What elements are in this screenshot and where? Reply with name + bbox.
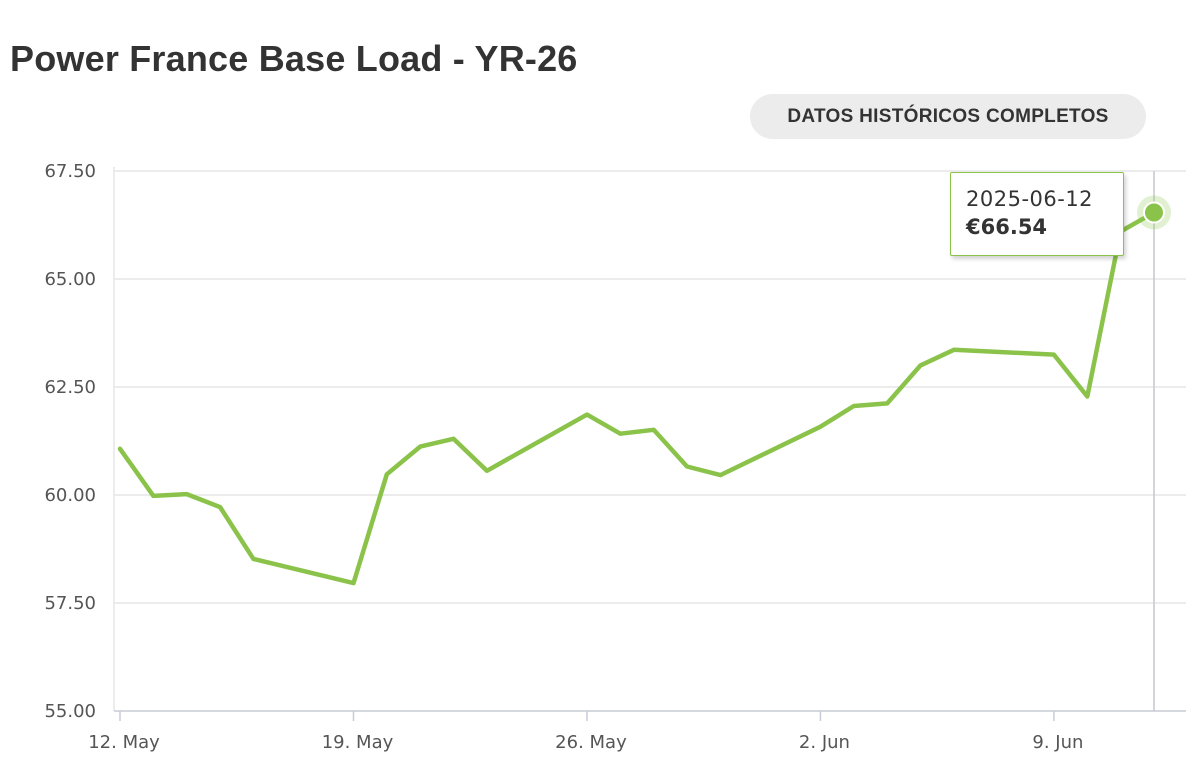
full-history-button[interactable]: DATOS HISTÓRICOS COMPLETOS [750, 94, 1146, 139]
y-tick-label: 60.00 [44, 485, 96, 506]
y-tick-label: 62.50 [44, 377, 96, 398]
x-tick-label: 2. Jun [799, 732, 850, 753]
y-tick-label: 67.50 [44, 161, 96, 182]
x-tick-label: 12. May [88, 732, 160, 753]
hover-data-point[interactable] [1143, 201, 1165, 224]
tooltip-value: €66.54 [966, 215, 1048, 239]
chart-title: Power France Base Load - YR-26 [10, 38, 578, 79]
x-tick-label: 26. May [555, 732, 627, 753]
y-tick-label: 57.50 [44, 593, 96, 614]
x-tick-label: 19. May [322, 732, 394, 753]
grid-lines [114, 170, 1186, 604]
x-axis-tick-labels: 12. May 19. May 26. May 2. Jun 9. Jun [88, 732, 1083, 753]
y-tick-label: 55.00 [44, 701, 96, 722]
axes [113, 167, 1186, 721]
price-series-line[interactable] [117, 210, 1157, 586]
series-layer [117, 195, 1171, 586]
y-axis-tick-labels: 55.00 57.50 60.00 62.50 65.00 67.50 [44, 161, 96, 722]
data-point-tooltip: 2025-06-12 €66.54 [950, 172, 1124, 256]
tooltip-date: 2025-06-12 [966, 187, 1094, 211]
x-tick-label: 9. Jun [1032, 732, 1083, 753]
y-tick-label: 65.00 [44, 269, 96, 290]
